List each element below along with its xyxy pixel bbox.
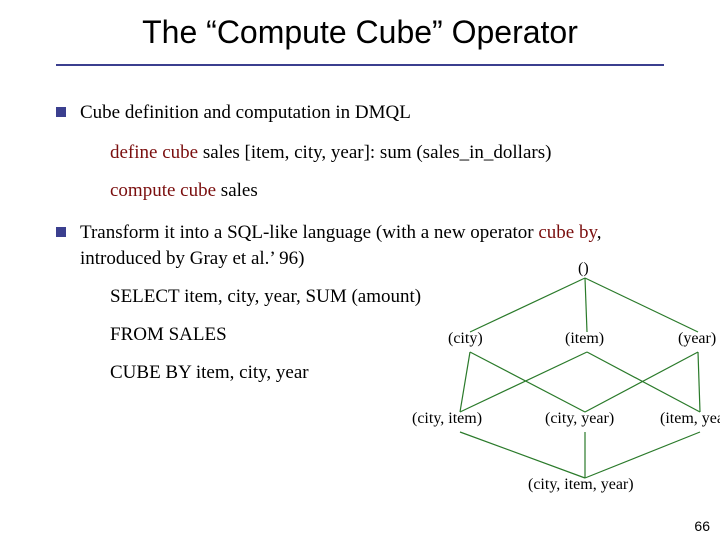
bullet-2-sub-3: CUBE BY item, city, year — [110, 360, 309, 386]
slide: The “Compute Cube” Operator Cube definit… — [0, 0, 720, 540]
lattice-diagram: () (city) (item) (year) (city, item) (ci… — [400, 260, 720, 490]
bullet-2-sub-2: FROM SALES — [110, 322, 227, 348]
node-bot: (city, item, year) — [528, 476, 634, 494]
node-city: (city) — [448, 330, 483, 348]
bullet-2-sub-1: SELECT item, city, year, SUM (amount) — [110, 284, 421, 310]
node-item: (item) — [565, 330, 604, 348]
bullet-1: Cube definition and computation in DMQL — [56, 100, 676, 126]
keyword: cube by — [538, 222, 596, 243]
bullet-1-sub-2: compute cube sales — [110, 178, 258, 204]
node-cy: (city, year) — [545, 410, 614, 428]
keyword: define cube — [110, 142, 198, 163]
title-rule — [56, 64, 664, 66]
node-top: () — [578, 260, 589, 278]
bullet-1-sub-1: define cube sales [item, city, year]: su… — [110, 140, 551, 166]
bullet-square-icon — [56, 107, 66, 117]
text: sales — [216, 180, 258, 201]
node-year: (year) — [678, 330, 716, 348]
bullet-square-icon — [56, 227, 66, 237]
text: sales [item, city, year]: sum (sales_in_… — [198, 142, 551, 163]
slide-title: The “Compute Cube” Operator — [0, 14, 720, 51]
node-ci: (city, item) — [412, 410, 482, 428]
page-number: 66 — [694, 518, 710, 534]
bullet-1-text: Cube definition and computation in DMQL — [80, 100, 411, 126]
keyword: compute cube — [110, 180, 216, 201]
lattice-edges — [400, 260, 720, 490]
node-iy: (item, year) — [660, 410, 720, 428]
